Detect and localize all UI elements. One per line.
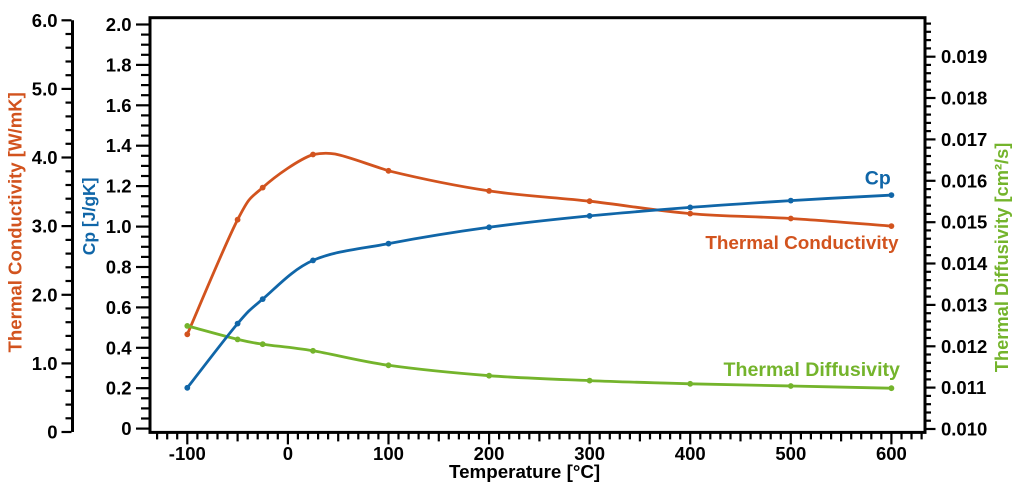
- svg-text:0.4: 0.4: [106, 337, 132, 358]
- svg-text:0.2: 0.2: [106, 378, 132, 399]
- svg-text:0.011: 0.011: [941, 377, 986, 398]
- svg-text:0.019: 0.019: [941, 46, 987, 67]
- svg-text:300: 300: [574, 443, 605, 464]
- svg-text:1.4: 1.4: [106, 135, 132, 156]
- svg-text:Cp [J/gK]: Cp [J/gK]: [79, 178, 99, 256]
- svg-text:1.8: 1.8: [106, 54, 132, 75]
- svg-text:Thermal Diffusivity [cm²/s]: Thermal Diffusivity [cm²/s]: [991, 143, 1012, 373]
- svg-text:200: 200: [474, 443, 505, 464]
- svg-text:400: 400: [675, 443, 706, 464]
- svg-text:0.6: 0.6: [106, 297, 132, 318]
- svg-text:Temperature [°C]: Temperature [°C]: [449, 461, 600, 482]
- svg-text:0.016: 0.016: [941, 170, 987, 191]
- svg-text:0: 0: [47, 422, 57, 443]
- svg-text:0.012: 0.012: [941, 336, 987, 357]
- svg-text:1.2: 1.2: [106, 176, 132, 197]
- svg-text:6.0: 6.0: [32, 10, 58, 31]
- svg-text:0: 0: [283, 443, 293, 464]
- svg-text:Thermal Diffusivity: Thermal Diffusivity: [724, 359, 900, 381]
- svg-text:500: 500: [775, 443, 806, 464]
- svg-text:Thermal Conductivity [W/mK]: Thermal Conductivity [W/mK]: [5, 92, 26, 352]
- svg-text:5.0: 5.0: [32, 78, 58, 99]
- svg-text:2.0: 2.0: [32, 284, 58, 305]
- svg-text:Thermal Conductivity: Thermal Conductivity: [705, 233, 899, 254]
- svg-text:-100: -100: [169, 443, 206, 464]
- svg-text:4.0: 4.0: [32, 147, 58, 168]
- svg-text:1.0: 1.0: [106, 216, 132, 237]
- svg-text:0.017: 0.017: [941, 129, 987, 150]
- svg-text:1.6: 1.6: [106, 95, 132, 116]
- svg-text:0.010: 0.010: [941, 419, 987, 440]
- svg-text:600: 600: [876, 443, 907, 464]
- svg-text:0.014: 0.014: [941, 253, 988, 274]
- svg-text:3.0: 3.0: [32, 216, 58, 237]
- svg-text:0.8: 0.8: [106, 256, 132, 277]
- svg-text:1.0: 1.0: [32, 353, 58, 374]
- svg-text:0.015: 0.015: [941, 212, 987, 233]
- svg-text:0.013: 0.013: [941, 294, 987, 315]
- svg-text:100: 100: [373, 443, 404, 464]
- svg-text:Cp: Cp: [865, 168, 891, 190]
- svg-text:0: 0: [121, 418, 131, 439]
- svg-text:0.018: 0.018: [941, 88, 987, 109]
- svg-text:2.0: 2.0: [106, 14, 132, 35]
